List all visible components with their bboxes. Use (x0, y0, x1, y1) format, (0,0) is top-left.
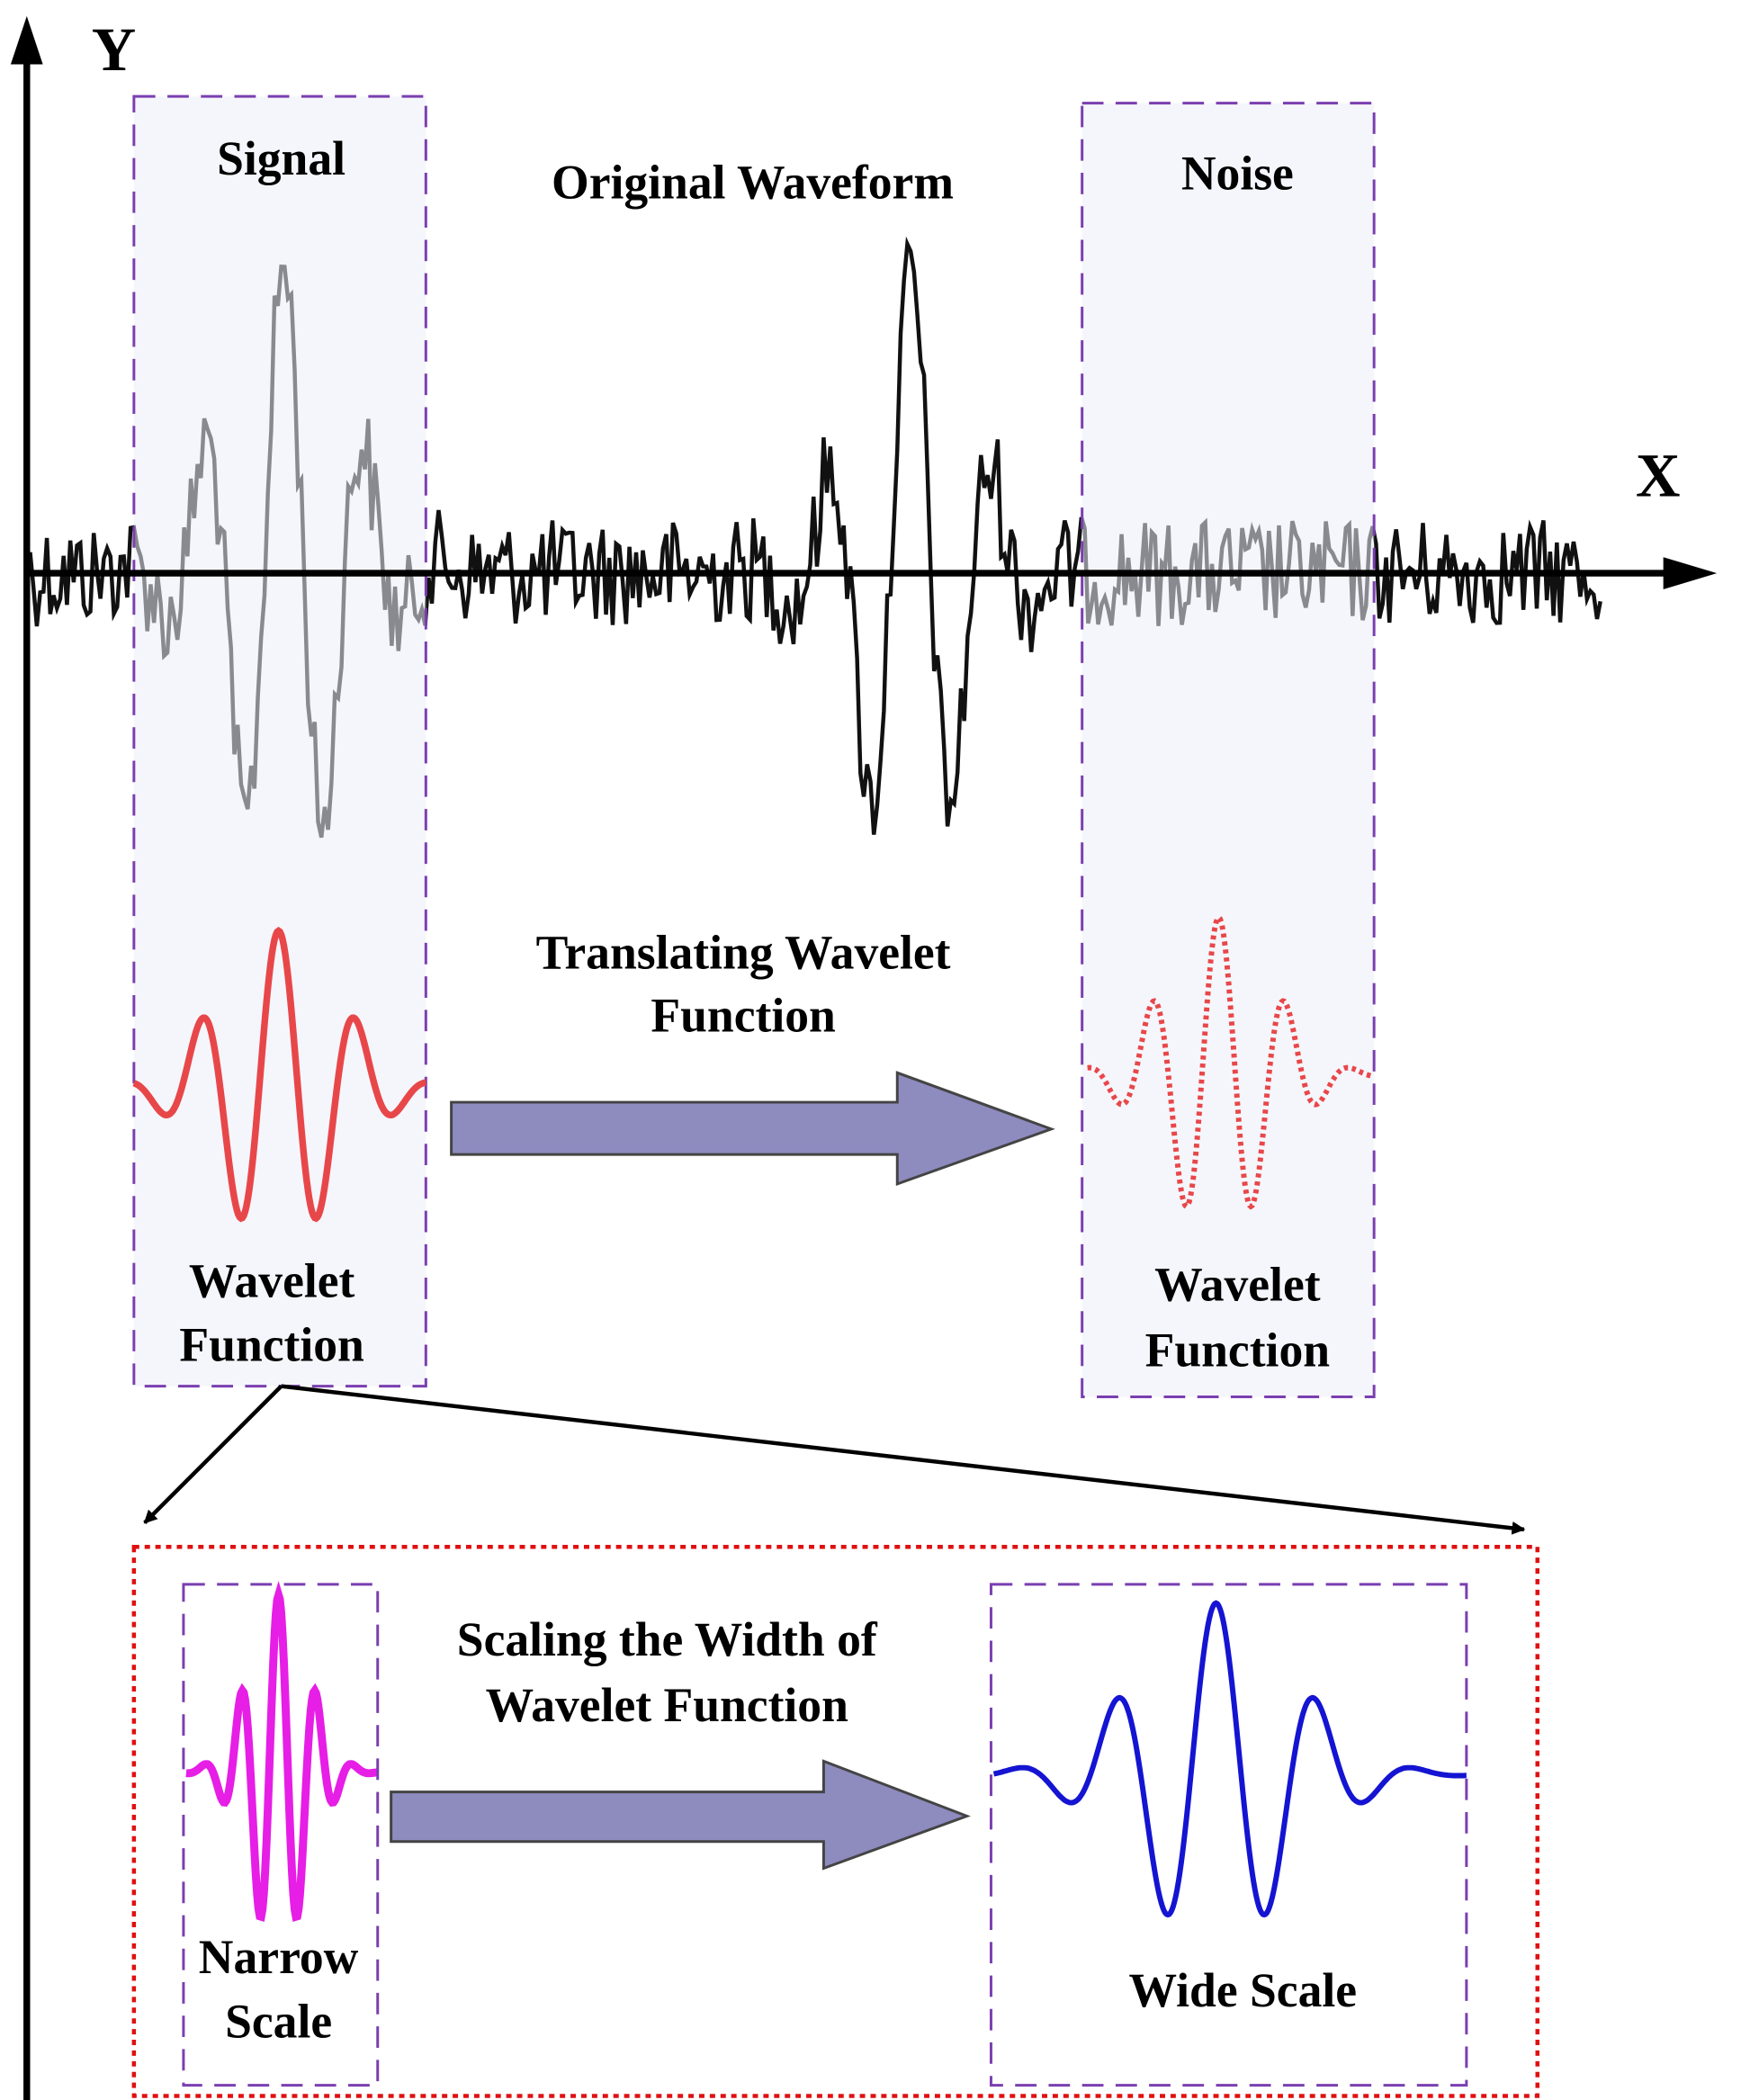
y-arrowhead (10, 15, 43, 65)
signal-caption: Function (179, 1318, 363, 1372)
scaling-label: Scaling the Width of (457, 1612, 878, 1666)
signal-box (132, 94, 427, 1388)
scaling-arrow (390, 1759, 971, 1871)
translation-label: Translating Wavelet (536, 926, 951, 980)
wavelet (132, 926, 426, 1223)
signal-title: Signal (217, 131, 346, 185)
translation-label: Function (651, 989, 835, 1043)
y-label: Y (92, 15, 136, 84)
waveform-title: Original Waveform (552, 156, 954, 210)
noise-title: Noise (1181, 146, 1294, 200)
scaling-label: Wavelet Function (486, 1678, 848, 1732)
wide-box (989, 1583, 1468, 2087)
wide-caption: Wide Scale (1129, 1963, 1358, 2017)
narrow-box (182, 1583, 380, 2087)
x-label: X (1636, 442, 1680, 510)
x-arrowhead (1663, 557, 1718, 589)
zoom-line (281, 1384, 1526, 1535)
noise-box (1081, 102, 1376, 1399)
narrow-caption: Narrow (199, 1930, 359, 1984)
narrow-caption: Scale (225, 1994, 332, 2048)
translation-arrow (450, 1071, 1055, 1186)
translated-wavelet (1087, 913, 1373, 1210)
narrow-wavelet (185, 1581, 379, 1922)
noise-caption: Wavelet (1154, 1258, 1321, 1312)
wide-wavelet (992, 1600, 1467, 1918)
noise-caption: Function (1145, 1324, 1330, 1378)
signal-caption: Wavelet (189, 1253, 355, 1307)
zoom-line (143, 1385, 283, 1525)
scaling-box (131, 1545, 1539, 2098)
